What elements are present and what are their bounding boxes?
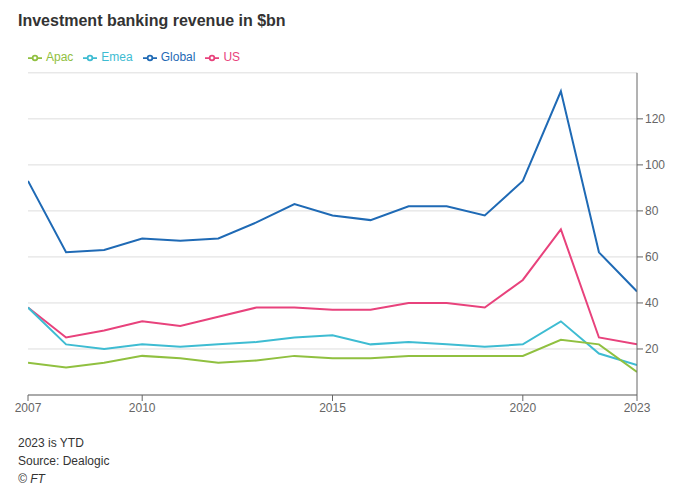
svg-text:2023: 2023 [624,401,651,415]
html-text:Investment banking revenue in: Investment banking revenue in $bn [18,12,286,29]
svg-text:2010: 2010 [129,401,156,415]
html-text:Global: Global [160,50,196,64]
html-text:© FT: © FT [18,472,45,486]
html-text:US: US [223,50,241,64]
svg-text:20: 20 [645,342,659,356]
svg-text:120: 120 [645,112,665,126]
html-text:Source: Dealogic: Source: Dealogic [18,454,110,468]
svg-text:60: 60 [645,250,659,264]
html-text:2023 is YTD: 2023 is YTD [18,436,84,450]
html-text:Apac: Apac [46,50,74,64]
svg-text:2020: 2020 [509,401,536,415]
svg-text:2015: 2015 [319,401,346,415]
svg-text:100: 100 [645,158,665,172]
svg-text:2007: 2007 [15,401,42,415]
html-text:Emea: Emea [101,50,133,64]
svg-text:40: 40 [645,296,659,310]
svg-text:80: 80 [645,204,659,218]
